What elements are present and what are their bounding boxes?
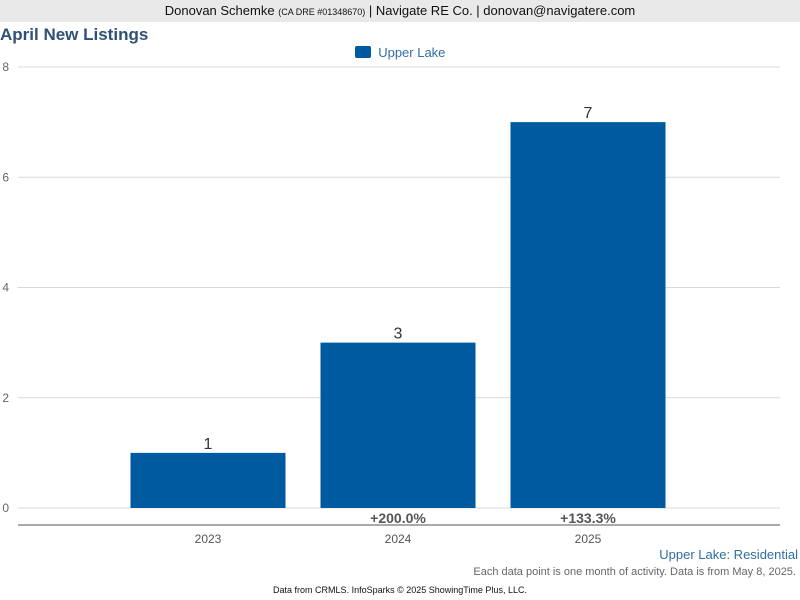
agent-license: (CA DRE #01348670) [278, 7, 366, 17]
chart-title: April New Listings [0, 25, 149, 44]
agent-header: Donovan Schemke (CA DRE #01348670) | Nav… [0, 0, 800, 22]
y-tick-label: 4 [2, 281, 9, 295]
bar-2025[interactable] [510, 122, 666, 508]
chart-subtitle: Upper Lake: Residential [659, 547, 798, 562]
data-label: 7 [584, 105, 593, 122]
chart-legend[interactable]: Upper Lake [0, 45, 800, 60]
legend-swatch [354, 46, 371, 58]
agent-company-email: | Navigate RE Co. | donovan@navigatere.c… [368, 3, 636, 18]
data-note: Each data point is one month of activity… [473, 566, 796, 578]
y-tick-label: 6 [2, 170, 9, 184]
change-label: +133.3% [560, 510, 616, 526]
y-tick-label: 8 [2, 60, 9, 74]
agent-name: Donovan Schemke [164, 3, 275, 18]
y-tick-label: 2 [2, 391, 9, 405]
data-label: 1 [204, 436, 213, 453]
data-label: 3 [394, 326, 403, 343]
data-source-footer: Data from CRMLS. InfoSparks © 2025 Showi… [273, 585, 527, 595]
x-tick-label: 2023 [195, 532, 222, 546]
change-label: +200.0% [370, 510, 426, 526]
x-tick-label: 2025 [575, 532, 602, 546]
legend-label: Upper Lake [378, 45, 446, 60]
x-tick-label: 2024 [385, 532, 412, 546]
y-tick-label: 0 [2, 501, 9, 515]
bar-2024[interactable] [320, 342, 476, 508]
bar-2023[interactable] [130, 452, 286, 508]
